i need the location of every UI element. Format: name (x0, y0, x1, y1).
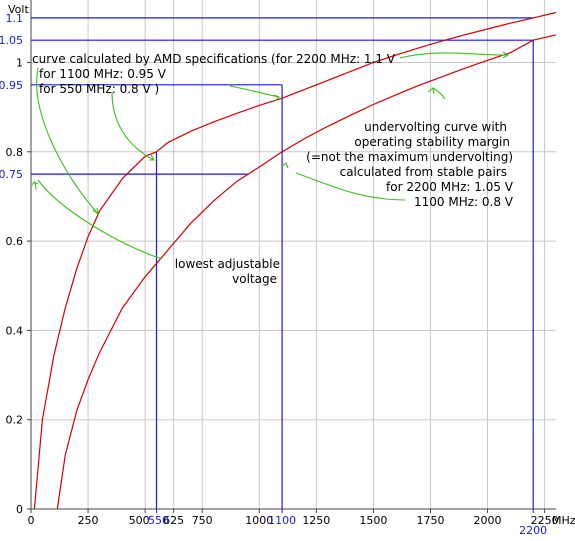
y-special-tick-label: 1.05 (0, 34, 23, 47)
annotation-arrow (295, 172, 406, 201)
x-tick-label: 2250 (531, 514, 559, 527)
axes-layer (30, 0, 556, 510)
series-layer (33, 11, 557, 510)
annotation-layer: curve calculated by AMD specifications (… (32, 52, 514, 286)
x-special-tick-label: 2200 (519, 524, 547, 537)
x-tick-label: 1750 (416, 514, 444, 527)
amd-annotation-line-3: for 550 MHz: 0.8 V ) (39, 82, 159, 96)
undervolt-annotation-line-5: for 2200 MHz: 1.05 V (386, 180, 514, 194)
annotation-arrow (36, 67, 99, 215)
x-tick-label: 2000 (474, 514, 502, 527)
annotation-arrowhead (149, 154, 155, 161)
lowest-annotation-line-1: lowest adjustable (175, 257, 280, 271)
undervolt-annotation-line-6: 1100 MHz: 0.8 V (414, 195, 514, 209)
amd-annotation-line-1: curve calculated by AMD specifications (… (32, 52, 396, 66)
annotation-arrow (111, 91, 155, 161)
x-tick-label: 625 (163, 514, 184, 527)
annotation-arrowhead (427, 86, 435, 95)
annotation-arrow (229, 85, 280, 98)
y-tick-label: 0 (16, 503, 23, 516)
annotation-arrowhead (502, 51, 510, 59)
amd-annotation-line-2: for 1100 MHz: 0.95 V (39, 67, 167, 81)
x-tick-label: 750 (192, 514, 213, 527)
annotation-arrowhead (92, 207, 99, 216)
x-tick-label: 0 (28, 514, 35, 527)
y-tick-label: 0.2 (6, 414, 24, 427)
series-curve-2 (56, 34, 557, 510)
y-special-tick-label: 0.75 (0, 168, 23, 181)
undervolt-annotation-line-2: operating stability margin (354, 135, 510, 149)
x-tick-label: 500 (129, 514, 150, 527)
lowest-annotation-line-2: voltage (232, 272, 277, 286)
annotation-arrows (31, 51, 510, 260)
undervolt-annotation-line-3: (=not the maximum undervolting) (306, 150, 513, 164)
undervolt-annotation-line-1: undervolting curve with (364, 120, 507, 134)
y-tick-label: 1 (16, 57, 23, 70)
annotation-arrowhead (31, 181, 39, 186)
y-tick-label: 0.4 (6, 324, 24, 337)
y-special-tick-label: 0.95 (0, 79, 23, 92)
x-special-tick-label: 1100 (268, 514, 296, 527)
x-special-tick-label: 550 (148, 514, 169, 527)
annotation-arrow (37, 179, 163, 260)
series-curve-1 (33, 11, 557, 510)
annotation-arrowhead (273, 94, 280, 102)
annotation-arrow (399, 52, 509, 59)
annotation-arrow (432, 87, 446, 100)
undervolt-annotation-line-4: calculated from stable pairs (340, 165, 507, 179)
tick-layer: 0 250 500 625 750 1000 1250 1500 1750 2000 2250 0 0.… (0, 12, 559, 537)
annotation-arrowhead (281, 162, 289, 169)
y-tick-label: 0.8 (6, 146, 24, 159)
x-tick-label: 250 (78, 514, 99, 527)
x-tick-label: 1500 (359, 514, 387, 527)
y-special-tick-label: 1.1 (6, 12, 24, 25)
x-axis-unit: MHz (552, 514, 575, 527)
x-tick-label: 1250 (302, 514, 330, 527)
y-axis-label: Volt (8, 3, 29, 16)
y-tick-label: 0.6 (6, 235, 24, 248)
x-tick-label: 1000 (245, 514, 273, 527)
